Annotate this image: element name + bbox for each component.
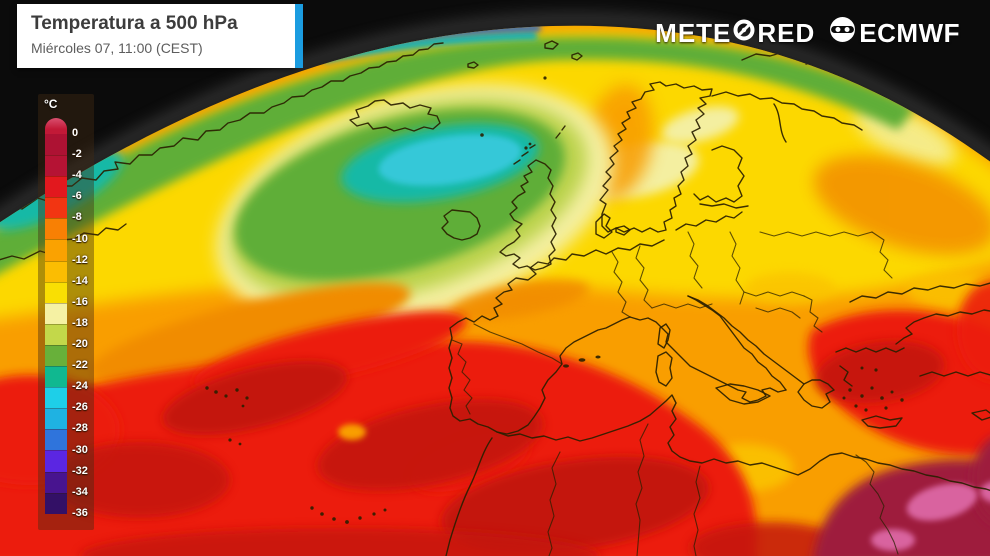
logo-bar: METE RED ECMWF — [655, 16, 960, 50]
legend-color-segment — [45, 429, 67, 451]
legend-unit-label: °C — [44, 97, 58, 111]
legend-color-segment — [45, 302, 67, 324]
legend-tick: -20 — [72, 338, 88, 350]
legend-tick: -16 — [72, 295, 88, 308]
legend-color-segment — [45, 155, 67, 177]
legend-tick: -30 — [72, 443, 88, 456]
legend-color-segment — [45, 471, 67, 493]
legend-color-segment — [45, 366, 67, 388]
legend-tick: -32 — [72, 464, 88, 477]
legend-tick: -6 — [72, 190, 82, 203]
legend-color-segment — [45, 492, 67, 514]
legend-color-segment — [45, 387, 67, 409]
legend-color-segment — [45, 450, 67, 472]
meteored-logo: METE RED — [655, 18, 815, 49]
coastlines — [0, 40, 990, 556]
meteored-compass-icon — [732, 18, 756, 49]
legend-tick: -2 — [72, 148, 82, 161]
legend-arrow-cap — [45, 118, 67, 134]
legend-tick: -4 — [72, 169, 82, 182]
legend-tick: -34 — [72, 485, 88, 498]
temperature-legend: °C 0 -2 -4 -6 -8 -10 -12 -14 -16 -18 -20 -22 -24 -26 -… — [38, 94, 94, 530]
legend-color-segment — [45, 239, 67, 261]
country-borders — [451, 231, 899, 556]
legend-tick: -14 — [72, 274, 88, 287]
legend-tick: -28 — [72, 422, 88, 435]
title-card: Temperatura a 500 hPa Miércoles 07, 11:0… — [17, 4, 295, 68]
title-accent — [295, 4, 303, 68]
meteored-text-right: RED — [757, 17, 816, 48]
legend-tick: -26 — [72, 401, 88, 414]
legend-color-segment — [45, 323, 67, 345]
legend-tick: -8 — [72, 211, 82, 224]
legend-color-segment — [45, 260, 67, 282]
legend-color-segment — [45, 176, 67, 198]
legend-tick: -36 — [72, 506, 88, 519]
meteored-text-left: METE — [655, 17, 732, 48]
legend-tick: -22 — [72, 359, 88, 372]
legend-color-segment — [45, 408, 67, 430]
legend-tick: -18 — [72, 316, 88, 329]
legend-tick: -10 — [72, 232, 88, 245]
map-datetime: Miércoles 07, 11:00 (CEST) — [31, 40, 203, 56]
legend-color-segment — [45, 344, 67, 367]
legend-color-segment — [45, 218, 67, 240]
legend-tick: -12 — [72, 253, 88, 266]
legend-color-segment — [45, 197, 67, 219]
ecmwf-text: ECMWF — [859, 17, 960, 48]
ecmwf-icon — [829, 16, 856, 50]
ecmwf-logo: ECMWF — [829, 16, 960, 50]
legend-color-segment — [45, 281, 67, 303]
legend-color-segment — [45, 134, 67, 156]
legend-tick: -24 — [72, 380, 88, 393]
legend-tick: 0 — [72, 127, 79, 139]
atmosphere-glow — [0, 14, 990, 223]
legend-colorbar — [45, 134, 67, 514]
map-title: Temperatura a 500 hPa — [31, 13, 238, 34]
